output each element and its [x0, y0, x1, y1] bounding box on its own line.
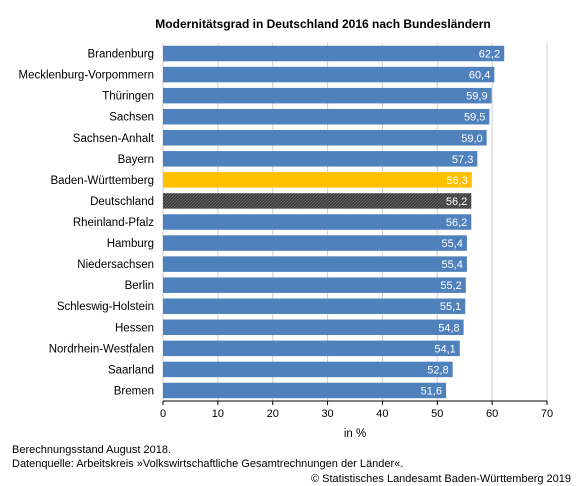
- copyright-notice: © Statistisches Landesamt Baden-Württemb…: [310, 473, 571, 485]
- bar: [163, 172, 472, 188]
- bar: [163, 298, 466, 314]
- chart-title: Modernitätsgrad in Deutschland 2016 nach…: [155, 17, 490, 31]
- x-tick-label: 20: [267, 408, 279, 420]
- category-label: Deutschland: [90, 196, 154, 208]
- category-label: Saarland: [108, 364, 154, 376]
- category-label: Rheinland-Pfalz: [73, 217, 154, 229]
- bar-value-label: 56,3: [446, 175, 467, 187]
- x-tick-label: 0: [160, 408, 166, 420]
- bar: [163, 87, 492, 104]
- bar-value-label: 54,1: [434, 343, 455, 355]
- category-label: Schleswig-Holstein: [57, 301, 154, 313]
- bar: [163, 151, 478, 167]
- bar-value-label: 55,4: [441, 259, 462, 271]
- bar: [163, 256, 467, 272]
- bar-value-label: 54,8: [438, 322, 459, 334]
- bar-value-label: 59,0: [461, 133, 482, 145]
- bar-value-label: 57,3: [452, 154, 473, 166]
- x-tick-label: 70: [541, 408, 553, 420]
- category-label: Niedersachsen: [77, 259, 154, 271]
- category-label: Bremen: [114, 385, 154, 397]
- bar-value-label: 56,2: [446, 196, 467, 208]
- bar-value-label: 59,9: [466, 91, 487, 103]
- bar-value-label: 55,2: [440, 280, 461, 292]
- x-axis-label: in %: [344, 428, 366, 440]
- x-tick-label: 40: [376, 408, 388, 420]
- bar: [163, 277, 466, 293]
- bar-value-label: 60,4: [469, 70, 490, 82]
- bar: [163, 130, 487, 146]
- x-tick-label: 50: [431, 408, 443, 420]
- bar-value-label: 59,5: [464, 112, 485, 124]
- bar-value-label: 55,4: [441, 238, 462, 250]
- bar: [163, 319, 464, 336]
- bar: [163, 382, 447, 399]
- category-label: Hessen: [115, 322, 154, 334]
- footnote-source: Datenquelle: Arbeitskreis »Volkswirtscha…: [12, 458, 404, 470]
- bar-value-label: 52,8: [427, 364, 448, 376]
- footnote-calculation: Berechnungsstand August 2018.: [12, 444, 172, 456]
- bars-group: 62,2 Brandenburg 60,4 Mecklenburg-Vorpommer…: [18, 45, 505, 399]
- bar: [163, 235, 467, 251]
- category-label: Bayern: [118, 154, 154, 166]
- bar-value-label: 62,2: [479, 49, 500, 61]
- category-label: Nordrhein-Westfalen: [49, 343, 154, 355]
- bar-value-label: 55,1: [440, 301, 461, 313]
- category-label: Hamburg: [107, 238, 154, 250]
- category-label: Thüringen: [102, 91, 154, 103]
- category-label: Mecklenburg-Vorpommern: [18, 70, 154, 82]
- category-label: Berlin: [125, 280, 154, 292]
- bar: [163, 340, 460, 357]
- bar: [163, 66, 495, 83]
- category-label: Baden-Württemberg: [50, 175, 154, 187]
- bar-value-label: 51,6: [421, 385, 442, 397]
- x-axis-ticks: 0 10 20 30 40 50 60 70: [160, 401, 553, 420]
- x-tick-label: 60: [486, 408, 498, 420]
- category-label: Sachsen: [109, 112, 154, 124]
- bar: [163, 361, 453, 378]
- bar: [163, 214, 472, 230]
- bar-value-label: 56,2: [446, 217, 467, 229]
- category-label: Brandenburg: [88, 49, 155, 61]
- bar: [163, 108, 490, 125]
- x-tick-label: 10: [212, 408, 224, 420]
- bar: [163, 193, 472, 209]
- category-label: Sachsen-Anhalt: [73, 133, 155, 145]
- x-tick-label: 30: [321, 408, 333, 420]
- bar: [163, 45, 505, 62]
